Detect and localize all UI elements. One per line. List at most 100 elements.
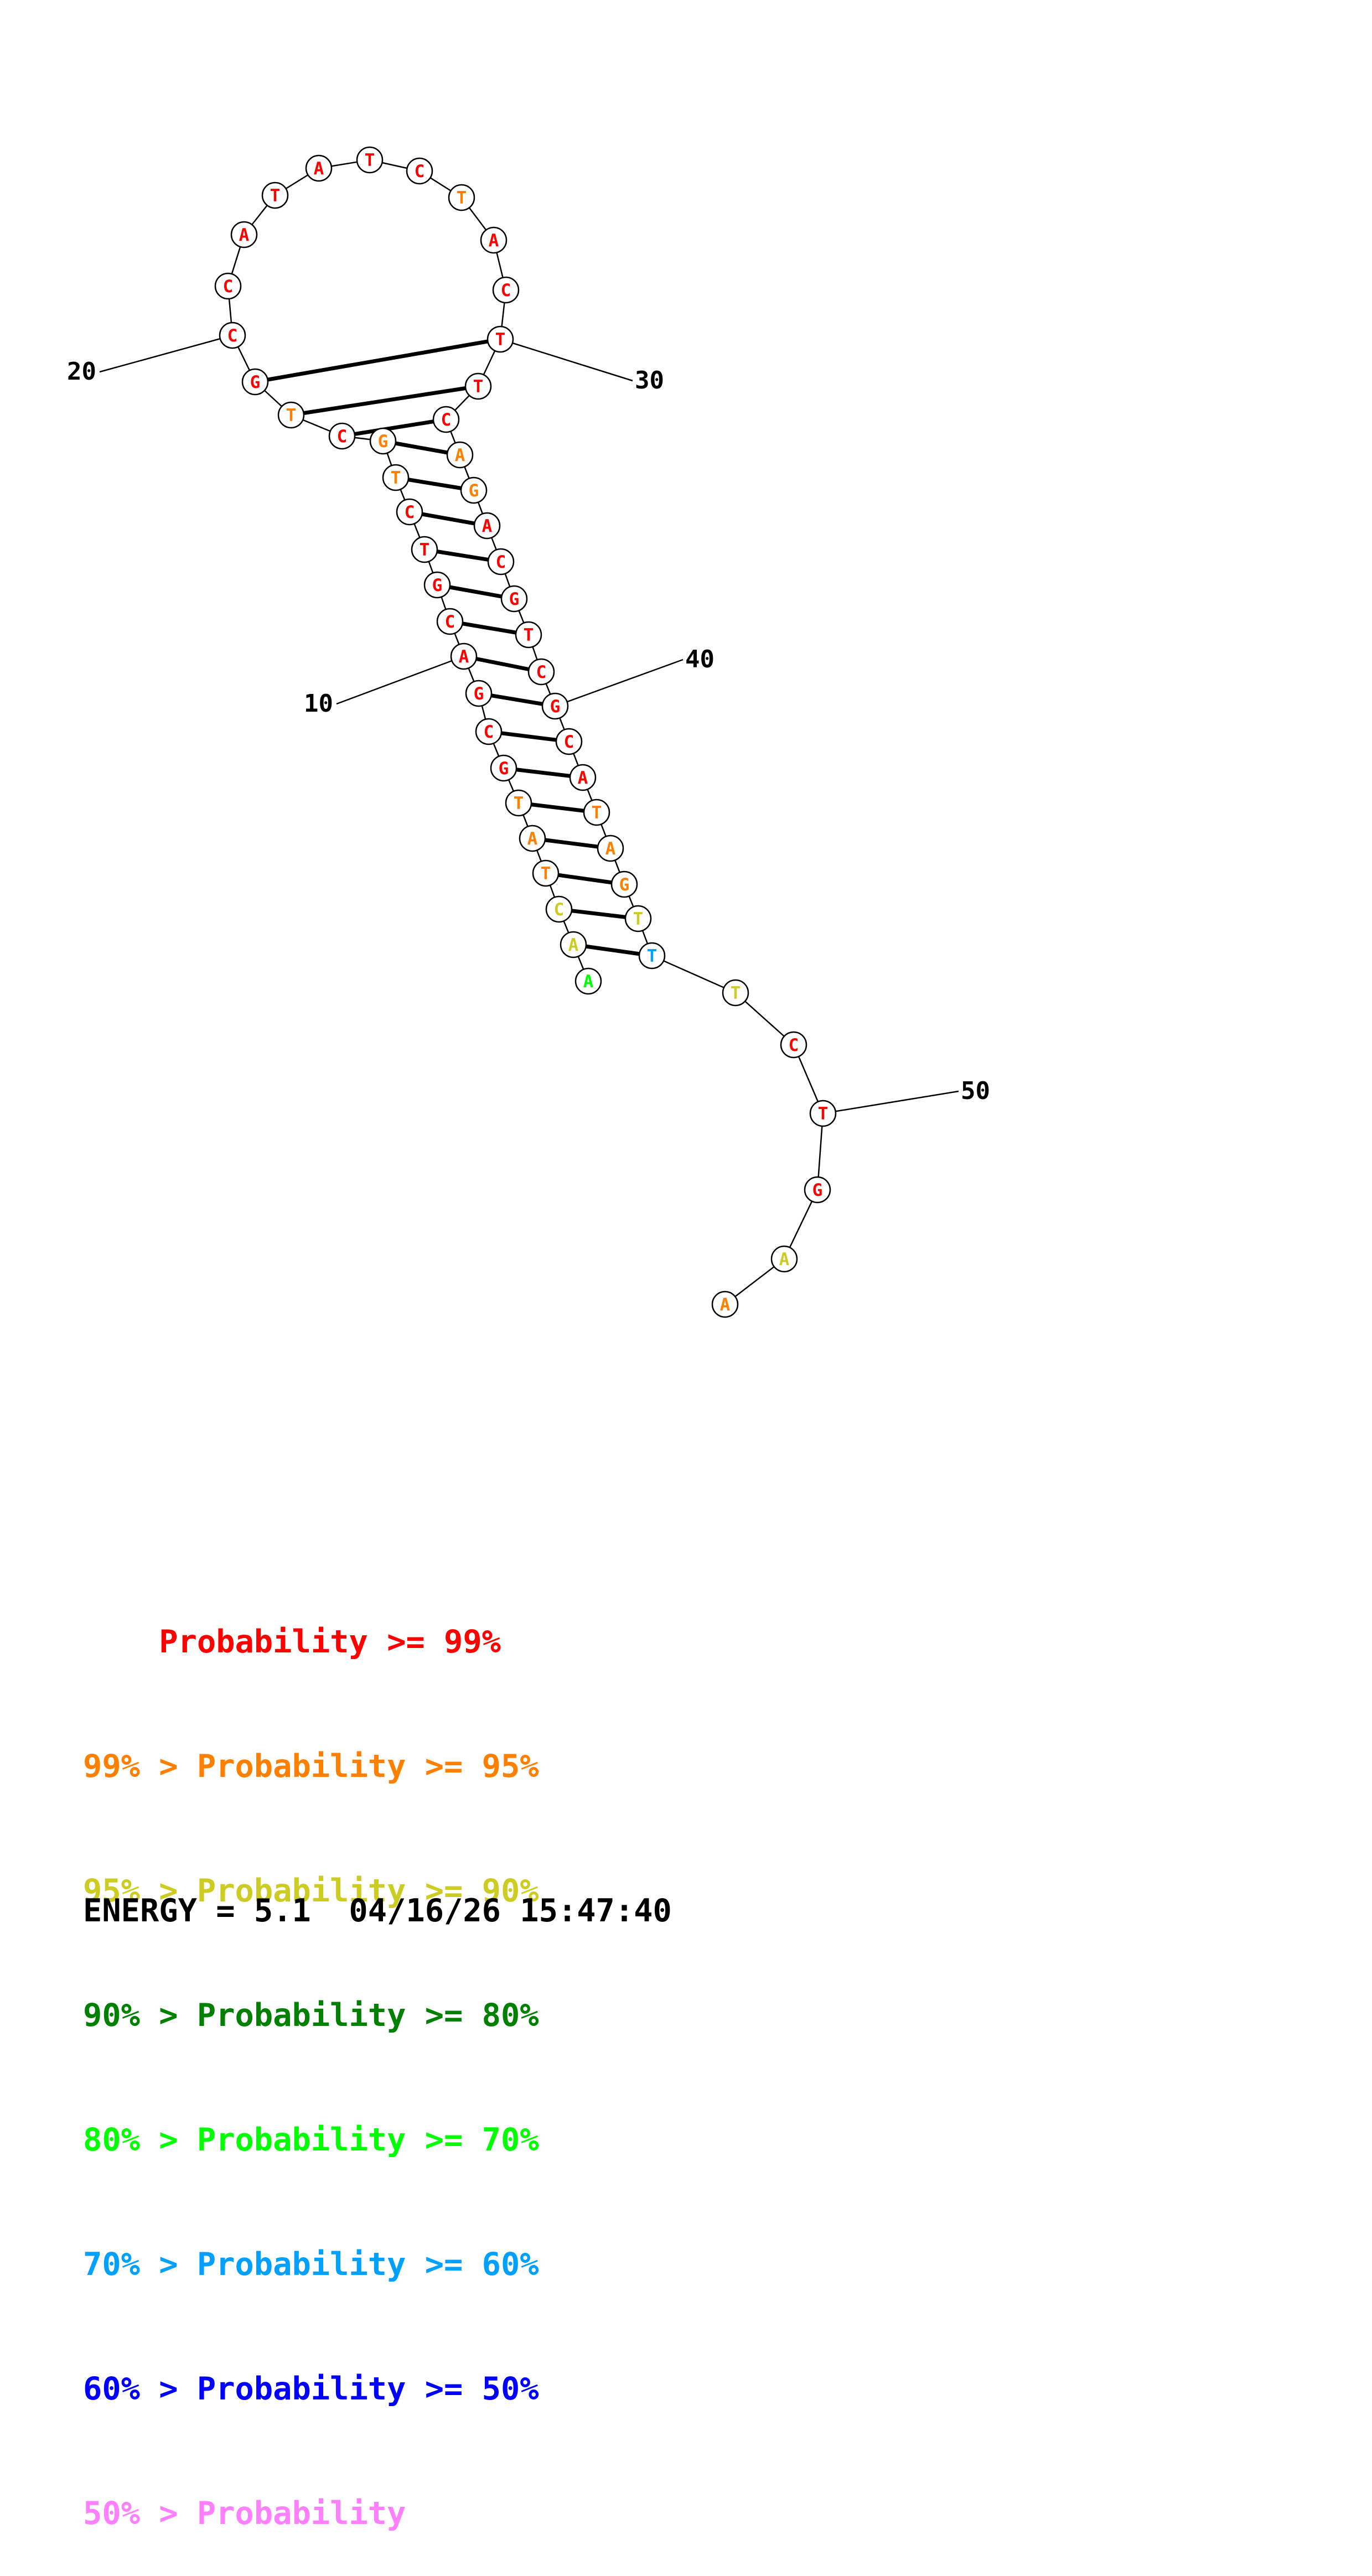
nucleotide-letter: T [495,330,506,350]
nucleotide: G [804,1176,831,1204]
nucleotide: C [487,548,515,576]
nucleotide-circle [515,621,542,649]
position-label: 30 [635,366,664,395]
nucleotide-letter: C [441,410,452,430]
position-tick [822,1090,959,1115]
nucleotide: C [432,406,460,433]
nucleotide-circle [214,272,242,300]
nucleotide-letter: A [314,159,324,179]
nucleotide-circle [230,221,258,248]
nucleotide-letter: T [633,909,644,929]
position-label: 50 [961,1077,990,1105]
nucleotide: C [436,608,464,635]
legend-row-50: 60% > Probability >= 50% [83,2368,539,2410]
nucleotide-circle [460,476,488,504]
nucleotide-circle [545,895,573,923]
nucleotide: A [569,764,597,791]
nucleotide-letter: T [524,625,534,645]
nucleotide-letter: A [583,972,594,992]
legend-prefix: 50% > [83,2495,197,2532]
nucleotide-circle [473,512,501,540]
legend-prefix: 99% > [83,1748,197,1785]
nucleotide: T [583,799,610,826]
nucleotide: A [446,441,474,469]
nucleotide-circle [505,789,532,817]
nucleotide-letter: T [457,188,467,208]
nucleotide: C [396,498,423,526]
nucleotide-circle [436,608,464,635]
nucleotide-letter: T [473,377,484,397]
nucleotide-letter: T [731,983,741,1003]
nucleotide-letter: G [499,759,509,779]
nucleotide: G [500,585,528,613]
nucleotide-letter: A [482,516,493,536]
position-tick [336,655,464,705]
nucleotide: T [411,536,438,563]
legend-text: Probability >= 60% [196,2246,539,2283]
nucleotide-letter: C [496,552,506,572]
nucleotide-letter: G [378,432,389,452]
legend-prefix: 60% > [83,2371,197,2407]
nucleotide: A [230,221,258,248]
nucleotide-circle [722,979,749,1007]
nucleotide: G [465,680,493,707]
legend-text: Probability >= 95% [196,1748,539,1785]
legend-text: Probability >= 99% [159,1624,501,1660]
nucleotide-circle [369,427,397,455]
nucleotide-letter: C [501,281,511,300]
nucleotide-circle [446,441,474,469]
nucleotide-circle [804,1176,831,1204]
nucleotide-circle [500,585,528,613]
nucleotide-circle [780,1031,807,1059]
nucleotide-letter: A [578,768,588,788]
nucleotide-circle [560,931,587,958]
legend-row-below-50: 50% > Probability [83,2493,539,2534]
nucleotide-circle [423,571,451,599]
legend-text: Probability >= 90% [196,1873,539,1909]
nucleotide-letter: T [270,186,281,206]
base-pair-bond [488,729,569,744]
legend-row-80: 90% > Probability >= 80% [83,1995,539,2036]
probability-legend: Probability >= 99% 99% > Probability >= … [83,1538,539,2576]
legend-row-70: 80% > Probability >= 70% [83,2119,539,2161]
nucleotide-circle [277,401,305,429]
nucleotide-letter: G [432,576,443,595]
nucleotide-letter: A [568,935,579,955]
backbone-segment [651,955,736,994]
base-pair-bond [341,417,447,438]
legend-row-99: Probability >= 99% [83,1621,539,1663]
nucleotide-letter: T [365,151,375,170]
nucleotide-circle [492,276,520,304]
nucleotide-letter: T [818,1104,829,1124]
nucleotide-letter: A [455,445,465,465]
nucleotide: C [555,728,583,755]
nucleotide-circle [574,967,602,995]
nucleotide: G [610,870,638,898]
nucleotide-circle [486,325,514,353]
nucleotide-circle [770,1245,798,1273]
nucleotide-circle [328,422,356,450]
nucleotide: G [423,571,451,599]
nucleotide-letter: A [489,231,499,251]
nucleotide-letter: C [564,732,574,752]
nucleotide: T [448,184,475,211]
nucleotide-letter: G [474,684,484,704]
nucleotide: A [305,154,333,182]
nucleotide-circle [519,825,546,852]
nucleotide: T [277,401,305,429]
position-label-layer: 10 20 30 40 50 [67,334,990,1115]
nucleotide: A [770,1245,798,1273]
nucleotide-circle [305,154,333,182]
nucleotide-letter: C [337,427,348,447]
nucleotide-circle [555,728,583,755]
position-label: 10 [304,690,333,718]
nucleotide-letter: G [619,875,630,895]
nucleotide-circle [610,870,638,898]
nucleotide-letter: T [647,946,657,966]
nucleotide-circle [411,536,438,563]
nucleotide: A [560,931,587,958]
nucleotide-circle [465,680,493,707]
legend-text: Probability >= 70% [196,2122,539,2158]
nucleotide-circle [406,157,433,185]
nucleotide-letter: G [250,372,261,392]
